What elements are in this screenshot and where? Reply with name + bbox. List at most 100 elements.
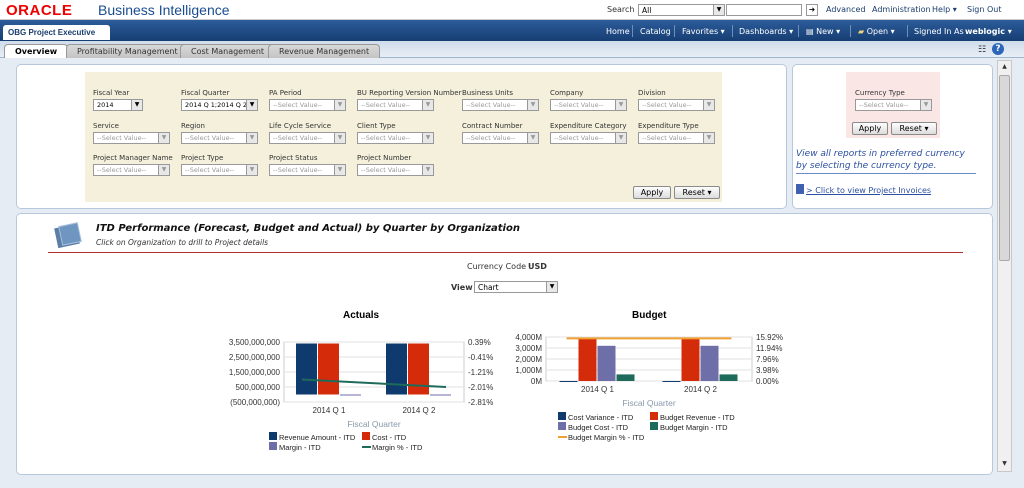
filter-select[interactable]: --Select Value-- ▼: [269, 132, 346, 144]
help-icon[interactable]: ?: [992, 43, 1004, 55]
y2-tick-label: 7.96%: [756, 355, 779, 364]
chevron-down-icon: ▼: [246, 100, 257, 110]
filter-select[interactable]: --Select Value-- ▼: [638, 132, 715, 144]
chevron-down-icon: ▼: [246, 133, 257, 143]
y2-tick-label: -0.41%: [468, 353, 493, 362]
bar: [597, 345, 616, 381]
catalog-link[interactable]: Catalog: [640, 27, 671, 36]
currency-reset-button[interactable]: Reset ▾: [891, 122, 937, 135]
bar: [559, 381, 578, 382]
scroll-up-icon[interactable]: ▲: [1002, 63, 1007, 70]
y-tick-label: 0M: [531, 377, 542, 386]
tab-cost-management[interactable]: Cost Management: [180, 44, 276, 58]
advanced-link[interactable]: Advanced: [826, 5, 866, 14]
report-subtitle: Click on Organization to drill to Projec…: [96, 238, 269, 247]
filter-select[interactable]: --Select Value-- ▼: [462, 99, 539, 111]
chevron-down-icon: ▼: [422, 165, 433, 175]
tab-profitability-management[interactable]: Profitability Management: [66, 44, 189, 58]
help-menu[interactable]: Help ▾: [932, 5, 957, 14]
filter-select[interactable]: --Select Value-- ▼: [93, 132, 170, 144]
filter-label: Contract Number: [462, 122, 523, 130]
y-tick-label: 4,000M: [515, 333, 542, 342]
filter-select[interactable]: --Select Value-- ▼: [357, 99, 434, 111]
legend-swatch: [650, 412, 658, 420]
report-title: ITD Performance (Forecast, Budget and Ac…: [96, 223, 520, 234]
chevron-down-icon: ▼: [527, 133, 538, 143]
budget-chart[interactable]: 4,000M 15.92% 3,000M 11.94% 2,000M 7.96% 1,000…: [510, 320, 800, 455]
filter-label: Fiscal Year: [93, 89, 130, 97]
legend-swatch: [362, 432, 370, 440]
actuals-chart-title: Actuals: [343, 310, 380, 321]
filter-select[interactable]: 2014 ▼: [93, 99, 143, 111]
x-axis-title: Fiscal Quarter: [347, 419, 401, 429]
chevron-down-icon: ▼: [920, 100, 931, 110]
product-title: Business Intelligence: [98, 2, 230, 18]
y2-tick-label: -1.21%: [468, 368, 493, 377]
currency-type-label: Currency Type: [855, 89, 905, 97]
home-link[interactable]: Home: [606, 27, 630, 36]
filter-select[interactable]: --Select Value-- ▼: [550, 99, 627, 111]
global-nav-bar: [0, 20, 1024, 41]
reset-button[interactable]: Reset ▾: [674, 186, 720, 199]
filter-select[interactable]: 2014 Q 1;2014 Q 2 ▼: [181, 99, 258, 111]
legend-label: Cost Variance - ITD: [568, 413, 634, 422]
vertical-scrollbar[interactable]: ▲ ▼: [997, 60, 1012, 472]
chevron-down-icon: ▼: [615, 133, 626, 143]
filter-select[interactable]: --Select Value-- ▼: [462, 132, 539, 144]
chevron-down-icon: ▼: [158, 133, 169, 143]
filter-label: Project Manager Name: [93, 154, 173, 162]
chevron-down-icon: ▼: [703, 133, 714, 143]
y-tick-label: 3,500,000,000: [229, 338, 281, 347]
legend-label: Margin % - ITD: [372, 443, 423, 452]
search-scope-select[interactable]: All ▼: [638, 4, 725, 16]
currency-apply-button[interactable]: Apply: [852, 122, 888, 135]
tab-overview[interactable]: Overview: [4, 44, 69, 59]
currency-code-value: USD: [528, 262, 547, 271]
legend-label: Margin - ITD: [279, 443, 321, 452]
dashboards-menu[interactable]: Dashboards ▾: [739, 27, 794, 36]
apply-button[interactable]: Apply: [633, 186, 671, 199]
chevron-down-icon: ▼: [158, 165, 169, 175]
filter-label: Client Type: [357, 122, 396, 130]
dashboard-title: OBG Project Executive: [3, 25, 110, 40]
actuals-chart[interactable]: 3,500,000,000 0.39% 2,500,000,000 -0.41% 1,5…: [222, 320, 502, 455]
y2-tick-label: 3.98%: [756, 366, 779, 375]
legend-swatch: [269, 432, 277, 440]
administration-link[interactable]: Administration: [872, 5, 931, 14]
view-selector[interactable]: Chart ▼: [474, 281, 558, 293]
bar: [578, 338, 597, 381]
bar: [681, 338, 700, 381]
filter-select[interactable]: --Select Value-- ▼: [638, 99, 715, 111]
chevron-down-icon: ▼: [334, 133, 345, 143]
currency-type-select[interactable]: --Select Value-- ▼: [855, 99, 932, 111]
filter-select[interactable]: --Select Value-- ▼: [357, 132, 434, 144]
filter-select[interactable]: --Select Value-- ▼: [181, 164, 258, 176]
scroll-thumb[interactable]: [999, 75, 1010, 261]
filter-select[interactable]: --Select Value-- ▼: [269, 164, 346, 176]
search-label: Search: [607, 5, 635, 14]
filter-select[interactable]: --Select Value-- ▼: [550, 132, 627, 144]
filter-label: BU Reporting Version Number: [357, 89, 462, 97]
new-menu[interactable]: ▤ New ▾: [806, 27, 841, 36]
filter-select[interactable]: --Select Value-- ▼: [269, 99, 346, 111]
scroll-down-icon[interactable]: ▼: [1002, 460, 1007, 467]
project-invoices-link[interactable]: > Click to view Project Invoices: [806, 186, 932, 195]
currency-code-label: Currency Code :: [467, 262, 532, 271]
tab-revenue-management[interactable]: Revenue Management: [268, 44, 381, 58]
page-options-icon[interactable]: ☷: [978, 45, 987, 55]
filter-label: Project Number: [357, 154, 412, 162]
filter-select[interactable]: --Select Value-- ▼: [93, 164, 170, 176]
user-menu[interactable]: weblogic ▾: [965, 27, 1012, 36]
filter-select[interactable]: --Select Value-- ▼: [357, 164, 434, 176]
search-go-icon[interactable]: ➜: [806, 4, 818, 16]
search-input[interactable]: [726, 4, 802, 16]
bar: [408, 343, 429, 395]
sign-out-link[interactable]: Sign Out: [967, 5, 1002, 14]
favorites-menu[interactable]: Favorites ▾: [682, 27, 725, 36]
y-tick-label: 2,000M: [515, 355, 542, 364]
bar: [430, 394, 451, 396]
open-menu[interactable]: ▰ Open ▾: [858, 27, 895, 36]
filter-select[interactable]: --Select Value-- ▼: [181, 132, 258, 144]
filter-label: Expenditure Category: [550, 122, 627, 130]
new-doc-icon: ▤: [806, 27, 817, 36]
